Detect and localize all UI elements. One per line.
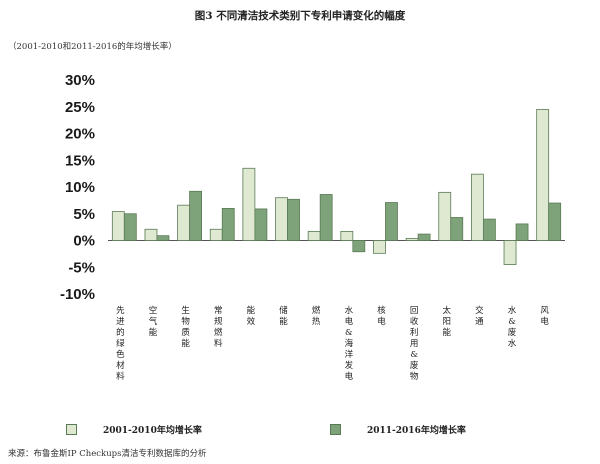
- bar-series-2: [189, 190, 203, 241]
- bar-series-2: [385, 202, 398, 241]
- y-tick-label: 20%: [65, 126, 95, 143]
- x-category-label: 空气能: [149, 305, 158, 338]
- x-category-label: 核电: [377, 305, 386, 327]
- chart-subtitle: （2001-2010和2011-2016的年均增长率）: [8, 42, 177, 52]
- y-tick-label: 15%: [65, 152, 95, 169]
- bar-series-1: [470, 173, 484, 241]
- x-category-label: 常规燃料: [214, 305, 223, 349]
- bar-series-2: [417, 233, 431, 241]
- y-tick-label: 10%: [65, 179, 95, 196]
- bar-series-1: [340, 231, 354, 241]
- source-note: 来源：布鲁金斯IP Checkups清洁专利数据库的分析: [8, 449, 207, 459]
- y-tick-label: 0%: [73, 233, 95, 250]
- bar-series-2: [319, 194, 333, 241]
- x-category-label: 太阳能: [442, 305, 451, 338]
- legend-item-series-2: 2011-2016年均增长率: [330, 423, 466, 436]
- x-category-label: 储能: [279, 305, 288, 327]
- bar-series-2: [352, 240, 366, 253]
- bar-series-2: [450, 217, 464, 241]
- bar-chart: 30% 25% 20% 15% 10% 5% 0% -5% -10% 先进的绿色材料 空气能 生物质…: [60, 72, 565, 382]
- bar-series-1: [503, 240, 517, 265]
- legend-label-series-1: 2001-2010年均增长率: [103, 426, 202, 436]
- x-category-label: 回收利用&废物: [410, 306, 419, 382]
- chart-title: 图3 不同清洁技术类别下专利申请变化的幅度: [194, 10, 406, 22]
- bar-series-1: [307, 231, 321, 241]
- bar-series-1: [373, 240, 386, 254]
- bar-series-2: [482, 218, 496, 241]
- bar-series-2: [287, 198, 300, 241]
- bar-series-2: [123, 213, 137, 241]
- bar-series-2: [156, 235, 170, 241]
- y-tick-label: 25%: [65, 99, 95, 116]
- bar-series-1: [144, 228, 158, 241]
- x-category-label: 水电&海洋发电: [345, 305, 354, 382]
- bar-series-1: [111, 211, 125, 241]
- x-category-label: 交通: [475, 305, 484, 327]
- x-category-label: 风电: [540, 306, 549, 327]
- x-category-label: 先进的绿色材料: [116, 305, 125, 382]
- y-tick-label: 30%: [65, 72, 95, 89]
- bar-series-1: [438, 191, 452, 241]
- x-category-label: 水&废水: [508, 305, 517, 349]
- bar-series-1: [177, 204, 191, 241]
- bar-series-2: [515, 223, 529, 241]
- x-category-label: 生物质能: [181, 305, 190, 349]
- legend-swatch-series-2: [330, 424, 341, 435]
- bar-series-1: [536, 109, 550, 241]
- bar-series-2: [548, 202, 562, 241]
- y-tick-label: -5%: [68, 259, 95, 276]
- y-tick-label: 5%: [73, 206, 95, 223]
- legend-item-series-1: 2001-2010年均增长率: [66, 423, 202, 436]
- x-category-label: 能效: [247, 305, 256, 327]
- legend-swatch-series-1: [66, 424, 77, 435]
- bar-series-1: [405, 237, 419, 241]
- x-category-label: 燃热: [312, 305, 321, 327]
- bar-series-1: [209, 228, 223, 241]
- bar-series-1: [242, 167, 256, 241]
- bar-series-2: [221, 207, 235, 241]
- y-tick-label: -10%: [60, 286, 95, 303]
- bar-series-2: [254, 208, 268, 241]
- legend-label-series-2: 2011-2016年均增长率: [367, 426, 466, 436]
- bar-series-1: [275, 197, 288, 241]
